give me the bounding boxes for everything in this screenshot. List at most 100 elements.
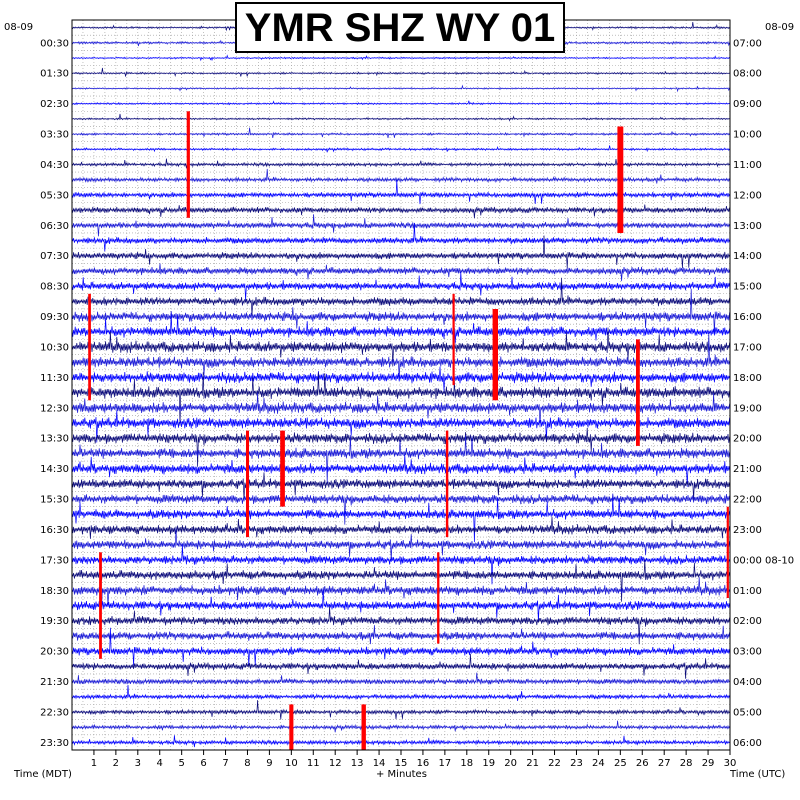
x-axis-label: + Minutes (376, 769, 427, 780)
x-tick-label: 10 (285, 758, 298, 769)
x-tick-label: 19 (482, 758, 495, 769)
right-tick-label: 05:00 (733, 707, 762, 718)
trace-row (71, 672, 730, 686)
trace-row (71, 67, 730, 78)
trace-row (71, 653, 730, 679)
trace-row (71, 435, 730, 484)
right-tick-label: 02:00 (733, 616, 762, 627)
right-tick-label: 10:00 (733, 130, 762, 141)
right-axis-ticks: 07:00 08:00 09:00 10:00 11:00 12:00 13:00 14:00… (733, 38, 794, 749)
right-tick-label: 06:00 (733, 738, 762, 749)
left-tick-label: 22:30 (40, 707, 69, 718)
trace-row (71, 327, 730, 367)
trace-row (71, 700, 730, 720)
trace-row (71, 84, 730, 93)
right-tick-label: 16:00 (733, 312, 762, 323)
right-tick-label: 04:00 (733, 677, 762, 688)
trace-row (71, 606, 730, 645)
event-clip (726, 506, 729, 598)
event-clip (280, 430, 285, 507)
trace-row (71, 113, 730, 122)
x-tick-label: 21 (526, 758, 539, 769)
trace-row (71, 625, 730, 645)
left-tick-label: 07:30 (40, 251, 69, 262)
right-tick-label: 20:00 (733, 434, 762, 445)
event-clip (289, 704, 294, 750)
trace-row (71, 235, 730, 269)
right-tick-label: 03:00 (733, 647, 762, 658)
left-tick-label: 01:30 (40, 69, 69, 80)
left-tick-label: 02:30 (40, 99, 69, 110)
event-clip (437, 552, 440, 644)
right-axis-label: Time (UTC) (729, 769, 785, 780)
right-tick-label: 09:00 (733, 99, 762, 110)
left-tick-label: 11:30 (40, 373, 69, 384)
event-clip (617, 126, 624, 233)
left-tick-label: 04:30 (40, 160, 69, 171)
right-tick-label: 12:00 (733, 190, 762, 201)
event-clip (186, 111, 190, 218)
left-axis-ticks: 00:30 01:30 02:30 03:30 04:30 05:30 06:30 07:30… (40, 38, 69, 749)
x-tick-label: 23 (570, 758, 583, 769)
left-tick-label: 06:30 (40, 221, 69, 232)
x-tick-label: 11 (307, 758, 320, 769)
trace-row (71, 277, 730, 316)
x-tick-label: 27 (658, 758, 671, 769)
event-clip (452, 293, 455, 386)
event-clip (99, 552, 102, 659)
trace-row (71, 544, 730, 585)
right-tick-label: 01:00 (733, 586, 762, 597)
left-tick-label: 12:30 (40, 403, 69, 414)
trace-row (71, 493, 730, 525)
x-tick-label: 14 (373, 758, 386, 769)
x-tick-label: 24 (592, 758, 605, 769)
title-box (235, 2, 565, 53)
right-tick-label: 13:00 (733, 221, 762, 232)
trace-row (71, 410, 730, 443)
left-tick-label: 21:30 (40, 677, 69, 688)
chart-title: YMR SHZ WY 01 (245, 6, 555, 50)
right-tick-label: 11:00 (733, 160, 762, 171)
x-tick-label: 5 (178, 758, 184, 769)
x-tick-label: 22 (548, 758, 561, 769)
left-tick-label: 00:30 (40, 38, 69, 49)
x-tick-label: 8 (244, 758, 250, 769)
trace-row (71, 366, 730, 392)
left-tick-label: 08:30 (40, 282, 69, 293)
right-tick-label: 00:00 08-10 (733, 555, 794, 566)
left-tick-label: 13:30 (40, 434, 69, 445)
trace-row (71, 627, 730, 666)
x-tick-label: 1 (91, 758, 97, 769)
trace-row (71, 392, 730, 428)
trace-row (71, 222, 730, 252)
trace-row (71, 720, 730, 733)
event-clip (246, 430, 249, 538)
trace-row (71, 589, 730, 622)
right-tick-label: 23:00 (733, 525, 762, 536)
x-tick-label: 4 (157, 758, 163, 769)
event-clip (445, 430, 449, 538)
x-tick-label: 12 (329, 758, 342, 769)
trace-row (71, 516, 730, 539)
x-tick-label: 17 (438, 758, 451, 769)
left-tick-label: 15:30 (40, 495, 69, 506)
left-tick-label: 16:30 (40, 525, 69, 536)
left-tick-label: 19:30 (40, 616, 69, 627)
event-clip (361, 704, 366, 750)
trace-row (71, 54, 730, 62)
left-tick-label: 09:30 (40, 312, 69, 323)
right-date-label: 08-09 (765, 22, 794, 33)
x-tick-label: 25 (614, 758, 627, 769)
trace-row (71, 497, 730, 543)
left-tick-label: 10:30 (40, 342, 69, 353)
x-tick-label: 30 (724, 758, 737, 769)
trace-row (71, 735, 730, 748)
right-tick-label: 18:00 (733, 373, 762, 384)
right-tick-label: 14:00 (733, 251, 762, 262)
x-tick-label: 9 (266, 758, 272, 769)
right-tick-label: 21:00 (733, 464, 762, 475)
right-tick-label: 08:00 (733, 69, 762, 80)
left-tick-label: 20:30 (40, 647, 69, 658)
right-tick-label: 22:00 (733, 495, 762, 506)
